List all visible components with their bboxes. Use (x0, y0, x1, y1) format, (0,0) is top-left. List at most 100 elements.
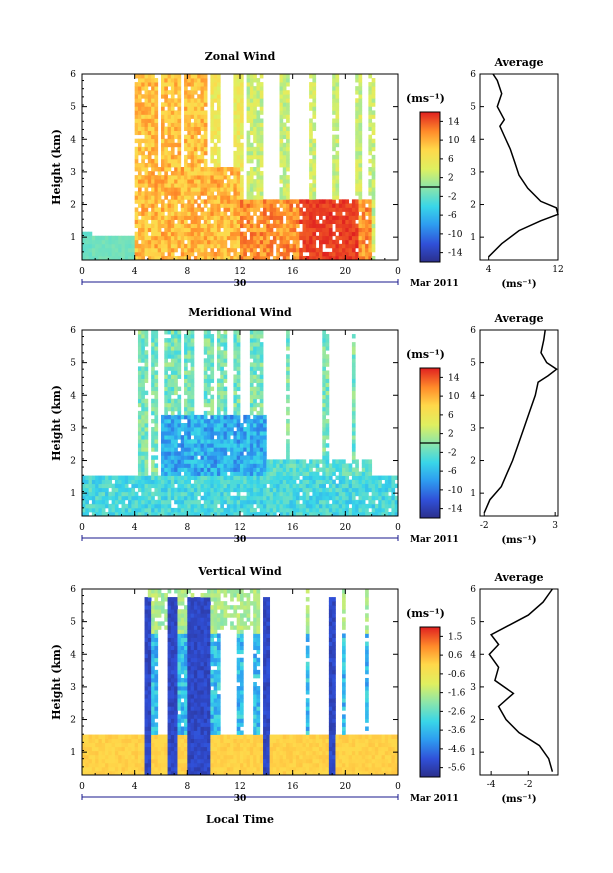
heatmap-cell (174, 378, 178, 383)
heatmap-cell (246, 467, 251, 472)
heatmap-cell (137, 766, 142, 772)
heatmap-cell (236, 507, 241, 513)
heatmap-cell (200, 475, 205, 481)
heatmap-cell (124, 487, 129, 493)
heatmap-cell (174, 423, 178, 428)
heatmap-cell (190, 239, 195, 245)
heatmap-cell (388, 499, 392, 505)
heatmap-cell (381, 507, 386, 513)
heatmap-cell (98, 734, 103, 740)
heatmap-cell (351, 471, 356, 476)
heatmap-cell (203, 235, 208, 241)
heatmap-cell (305, 227, 310, 233)
heatmap-cell (259, 342, 264, 347)
heatmap-cell (170, 435, 175, 440)
heatmap-cell (197, 162, 201, 168)
heatmap-cell (312, 227, 317, 233)
heatmap-cell (246, 114, 251, 119)
heatmap-cell (328, 495, 333, 501)
heatmap-cell (289, 227, 294, 233)
heatmap-cell (289, 503, 294, 509)
heatmap-cell (167, 154, 172, 160)
heatmap-cell (282, 102, 287, 107)
heatmap-cell (233, 215, 238, 220)
heatmap-cell (137, 463, 142, 468)
heatmap-cell (249, 511, 254, 517)
heatmap-cell (216, 366, 221, 371)
heatmap-cell (190, 374, 195, 379)
heatmap-cell (174, 475, 178, 481)
heatmap-cell (332, 98, 336, 103)
heatmap-cell (144, 74, 149, 79)
heatmap-cell (144, 714, 149, 719)
heatmap-cell (322, 487, 326, 493)
heatmap-cell (137, 455, 142, 460)
heatmap-cell (174, 98, 178, 103)
heatmap-cell (279, 118, 284, 123)
heatmap-cell (368, 459, 373, 464)
heatmap-cell (144, 706, 149, 711)
heatmap-cell (170, 378, 175, 383)
heatmap-cell (213, 82, 218, 87)
heatmap-cell (137, 223, 142, 229)
heatmap-cell (190, 162, 195, 168)
heatmap-cell (210, 175, 215, 180)
heatmap-cell (207, 479, 211, 485)
heatmap-cell (358, 171, 363, 176)
heatmap-cell (154, 247, 159, 253)
heatmap-cell (233, 199, 238, 204)
heatmap-cell (276, 483, 280, 489)
heatmap-cell (286, 447, 290, 452)
heatmap-cell (223, 171, 228, 176)
heatmap-cell (315, 491, 320, 497)
heatmap-cell (312, 126, 317, 132)
heatmap-cell (220, 167, 224, 172)
heatmap-cell (292, 491, 297, 497)
heatmap-cell (137, 82, 142, 87)
heatmap-cell (371, 110, 376, 115)
heatmap-cell (105, 247, 109, 253)
heatmap-cell (193, 122, 198, 127)
heatmap-cell (253, 455, 257, 460)
heatmap-cell (154, 471, 159, 476)
heatmap-cell (292, 499, 297, 505)
heatmap-cell (243, 231, 247, 237)
heatmap-cell (210, 207, 215, 212)
heatmap-cell (134, 94, 139, 99)
heatmap-cell (200, 179, 205, 184)
heatmap-cell (355, 150, 359, 156)
heatmap-cell (233, 390, 238, 396)
heatmap-cell (213, 195, 218, 200)
heatmap-cell (170, 114, 175, 119)
average-y-tick-label: 1 (470, 489, 476, 499)
heatmap-cell (121, 483, 126, 489)
heatmap-cell (289, 215, 294, 220)
heatmap-cell (203, 431, 208, 436)
heatmap-cell (295, 235, 300, 241)
heatmap-cell (286, 90, 290, 95)
heatmap-cell (197, 463, 201, 468)
heatmap-cell (256, 219, 261, 225)
heatmap-cell (144, 195, 149, 200)
heatmap-cell (203, 471, 208, 476)
heatmap-cell (210, 346, 215, 351)
heatmap-cell (230, 418, 234, 424)
heatmap-cell (391, 511, 396, 517)
heatmap-cell (154, 491, 159, 497)
heatmap-cell (137, 459, 142, 464)
heatmap-cell (335, 78, 340, 83)
heatmap-cell (164, 406, 168, 412)
heatmap-cell (276, 495, 280, 501)
heatmap-cell (114, 762, 119, 768)
heatmap-cell (164, 350, 168, 355)
heatmap-cell (95, 495, 99, 501)
heatmap-cell (141, 374, 145, 379)
heatmap-cell (203, 171, 208, 176)
heatmap-cell (137, 162, 142, 168)
heatmap-cell (184, 443, 188, 448)
heatmap-cell (134, 114, 139, 119)
heatmap-cell (240, 98, 244, 103)
heatmap-cell (144, 758, 149, 764)
heatmap-cell (151, 366, 155, 371)
heatmap-cell (128, 487, 132, 493)
